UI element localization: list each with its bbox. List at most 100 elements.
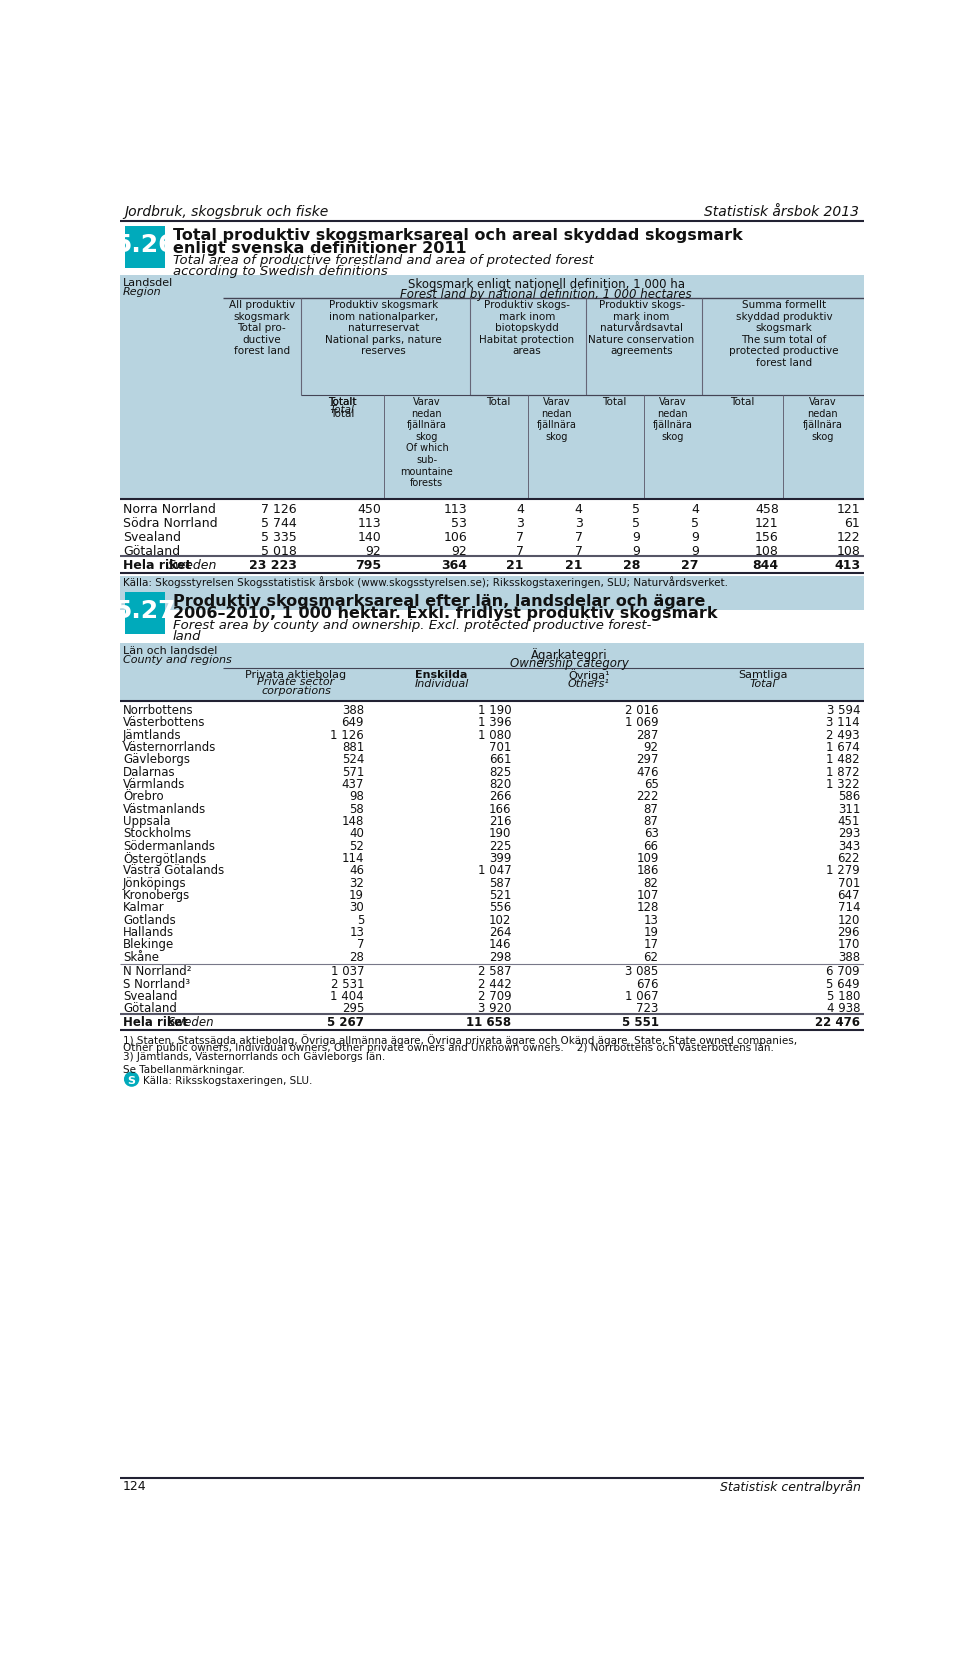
Text: 156: 156 <box>755 530 779 544</box>
Text: 140: 140 <box>357 530 381 544</box>
Text: 364: 364 <box>442 559 468 572</box>
Text: 1 396: 1 396 <box>478 717 512 730</box>
Text: Total: Total <box>750 680 777 688</box>
Text: 1 080: 1 080 <box>478 728 512 742</box>
Text: Södermanlands: Södermanlands <box>123 839 215 852</box>
Text: 3 920: 3 920 <box>478 1002 512 1015</box>
Text: 53: 53 <box>451 517 468 530</box>
Text: 1 279: 1 279 <box>827 864 860 878</box>
Text: 714: 714 <box>838 901 860 915</box>
Text: 587: 587 <box>490 876 512 889</box>
Text: 9: 9 <box>691 545 699 557</box>
Text: 1 126: 1 126 <box>330 728 364 742</box>
Text: 3: 3 <box>516 517 524 530</box>
Text: 5: 5 <box>357 913 364 926</box>
Circle shape <box>125 1072 138 1086</box>
Text: Övriga¹: Övriga¹ <box>568 670 610 681</box>
Text: 723: 723 <box>636 1002 659 1015</box>
Text: Total: Total <box>486 398 511 408</box>
Text: Götaland: Götaland <box>123 1002 177 1015</box>
Text: 7 126: 7 126 <box>261 503 297 517</box>
Text: Produktiv skogs-
mark inom
biotopskydd
Habitat protection
areas: Produktiv skogs- mark inom biotopskydd H… <box>479 300 574 356</box>
Text: Jönköpings: Jönköpings <box>123 876 187 889</box>
Bar <box>120 498 864 576</box>
Text: 128: 128 <box>636 901 659 915</box>
Text: 32: 32 <box>349 876 364 889</box>
Text: 3) Jämtlands, Västernorrlands och Gävleborgs län.: 3) Jämtlands, Västernorrlands och Gävleb… <box>123 1052 385 1062</box>
Bar <box>120 701 864 1163</box>
Text: 19: 19 <box>349 889 364 903</box>
Text: Skogsmark enligt nationell definition, 1 000 ha: Skogsmark enligt nationell definition, 1… <box>408 279 684 292</box>
Text: 661: 661 <box>489 753 512 767</box>
Bar <box>125 592 165 634</box>
Text: 297: 297 <box>636 753 659 767</box>
Text: 5.26: 5.26 <box>114 233 176 257</box>
Text: Summa formellt
skyddad produktiv
skogsmark
The sum total of
protected productive: Summa formellt skyddad produktiv skogsma… <box>730 300 839 367</box>
Text: 11 658: 11 658 <box>467 1015 512 1029</box>
Text: Produktiv skogsmarksareal efter län, landsdelar och ägare: Produktiv skogsmarksareal efter län, lan… <box>173 594 705 609</box>
Text: Jämtlands: Jämtlands <box>123 728 181 742</box>
Text: 23 223: 23 223 <box>249 559 297 572</box>
Text: Enskilda: Enskilda <box>416 670 468 680</box>
Text: according to Swedish definitions: according to Swedish definitions <box>173 265 388 277</box>
Text: 122: 122 <box>836 530 860 544</box>
Text: 66: 66 <box>643 839 659 852</box>
Text: Statistisk årsbok 2013: Statistisk årsbok 2013 <box>705 205 859 220</box>
Text: Kalmar: Kalmar <box>123 901 165 915</box>
Text: 87: 87 <box>644 802 659 816</box>
Text: 58: 58 <box>349 802 364 816</box>
Text: 5.27: 5.27 <box>114 599 176 623</box>
Text: 388: 388 <box>342 705 364 717</box>
Text: 2 493: 2 493 <box>827 728 860 742</box>
Text: 28: 28 <box>349 950 364 963</box>
Text: 820: 820 <box>490 779 512 790</box>
Text: Svealand: Svealand <box>123 530 181 544</box>
Text: 622: 622 <box>838 852 860 866</box>
Text: N Norrland²: N Norrland² <box>123 965 192 978</box>
Text: 92: 92 <box>643 742 659 753</box>
Text: 109: 109 <box>636 852 659 866</box>
Text: 40: 40 <box>349 827 364 841</box>
Text: Samtliga: Samtliga <box>738 670 788 680</box>
Text: 1 190: 1 190 <box>478 705 512 717</box>
Text: 216: 216 <box>489 816 512 827</box>
Text: 114: 114 <box>342 852 364 866</box>
Text: 4 938: 4 938 <box>827 1002 860 1015</box>
Text: 17: 17 <box>643 938 659 951</box>
Text: corporations: corporations <box>261 686 331 696</box>
Text: 298: 298 <box>489 950 512 963</box>
Text: 27: 27 <box>682 559 699 572</box>
Text: 2 531: 2 531 <box>330 978 364 990</box>
Text: Varav
nedan
fjällnära
skog: Varav nedan fjällnära skog <box>537 398 576 441</box>
Text: Blekinge: Blekinge <box>123 938 175 951</box>
Text: 2 587: 2 587 <box>478 965 512 978</box>
Text: Västra Götalands: Västra Götalands <box>123 864 225 878</box>
Text: 5 267: 5 267 <box>327 1015 364 1029</box>
Text: Ownership category: Ownership category <box>510 658 629 670</box>
Text: 4: 4 <box>575 503 583 517</box>
Text: 113: 113 <box>357 517 381 530</box>
Text: 1 482: 1 482 <box>827 753 860 767</box>
Text: 5 744: 5 744 <box>261 517 297 530</box>
Text: 1 674: 1 674 <box>827 742 860 753</box>
Text: 108: 108 <box>836 545 860 557</box>
Text: 264: 264 <box>489 926 512 940</box>
Text: 1 047: 1 047 <box>478 864 512 878</box>
Text: 7: 7 <box>575 545 583 557</box>
Text: 3: 3 <box>575 517 583 530</box>
Text: 5: 5 <box>632 503 640 517</box>
Text: Privata aktiebolag: Privata aktiebolag <box>246 670 347 680</box>
Text: 3 594: 3 594 <box>827 705 860 717</box>
Bar <box>120 557 864 574</box>
Text: 61: 61 <box>845 517 860 530</box>
Text: 63: 63 <box>644 827 659 841</box>
Text: 166: 166 <box>489 802 512 816</box>
Text: 87: 87 <box>644 816 659 827</box>
Text: 5: 5 <box>691 517 699 530</box>
Text: 388: 388 <box>838 950 860 963</box>
Text: Ägarkategori: Ägarkategori <box>531 648 608 661</box>
Text: 121: 121 <box>756 517 779 530</box>
Text: Västmanlands: Västmanlands <box>123 802 206 816</box>
Text: Total: Total <box>602 398 627 408</box>
Text: 521: 521 <box>489 889 512 903</box>
